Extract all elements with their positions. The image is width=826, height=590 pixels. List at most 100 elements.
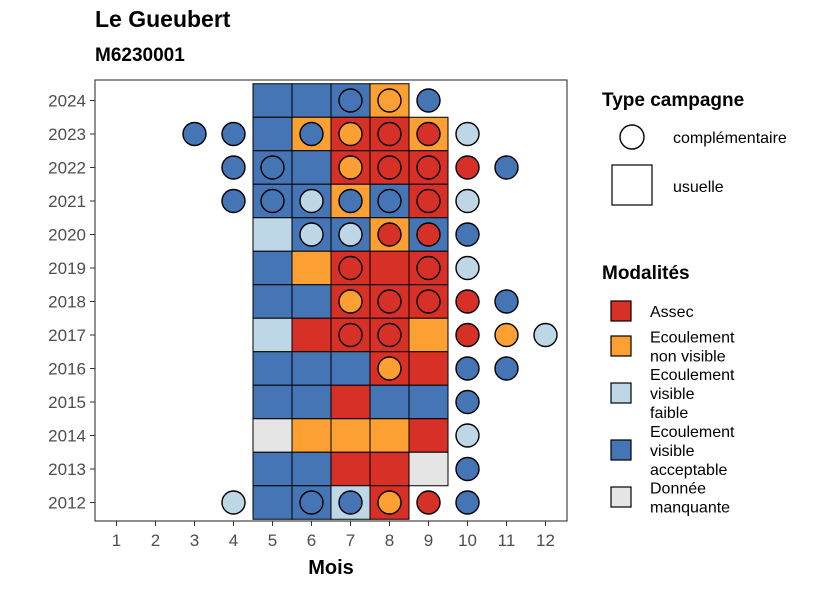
tile-2017-5 (252, 317, 293, 353)
tile-2019-6 (291, 250, 332, 286)
tile-2022-6 (291, 150, 332, 185)
point-2020-6 (299, 222, 324, 247)
legend-label-acceptable: visible (650, 443, 695, 460)
y-tick-label: 2012 (48, 494, 86, 513)
point-2024-8 (377, 88, 402, 113)
point-2022-10 (455, 155, 480, 180)
x-tick-label: 9 (424, 531, 433, 550)
point-2023-3 (182, 121, 207, 147)
tile-2013-6 (291, 451, 332, 487)
point-2013-10 (455, 456, 480, 482)
tile-2014-8 (369, 418, 410, 453)
legend-label-faible: Ecoulement (650, 367, 735, 384)
tile-2014-6 (291, 418, 332, 453)
point-2018-9 (416, 289, 441, 314)
x-tick-label: 10 (458, 531, 477, 550)
tile-2016-6 (291, 351, 332, 386)
tile-2020-5 (252, 217, 293, 252)
x-tick-label: 3 (190, 531, 199, 550)
y-tick-label: 2018 (48, 293, 86, 312)
point-2018-8 (377, 289, 402, 314)
tile-2015-9 (408, 384, 449, 420)
point-2022-11 (494, 155, 519, 180)
y-axis: 2012 2013 2014 2015 2016 2017 2018 2019 2020 2021… (48, 92, 95, 513)
legend-label-acceptable: acceptable (650, 462, 727, 479)
tile-2014-9 (408, 418, 449, 453)
point-2020-7 (338, 222, 363, 247)
point-2020-8 (377, 222, 402, 247)
legend-key-nonvisible (610, 335, 632, 357)
x-tick-label: 4 (229, 531, 238, 550)
point-2018-10 (455, 289, 480, 314)
panel-frame (94, 79, 568, 522)
point-2012-9 (416, 490, 441, 515)
legend-label-faible: faible (650, 405, 688, 422)
point-2021-7 (338, 188, 363, 214)
point-2020-10 (455, 222, 480, 247)
point-2018-11 (494, 289, 519, 314)
legend-label-nonvisible: Ecoulement (650, 330, 735, 347)
point-2017-8 (377, 322, 402, 348)
point-2012-10 (455, 490, 480, 515)
x-axis-title: Mois (308, 557, 354, 579)
chart-subtitle: M6230001 (95, 45, 185, 66)
point-2019-10 (455, 255, 480, 281)
point-2014-10 (455, 423, 480, 448)
y-tick-label: 2016 (48, 360, 86, 379)
point-2012-7 (338, 490, 363, 515)
point-2017-11 (494, 322, 519, 348)
point-2020-9 (416, 222, 441, 247)
y-tick-label: 2015 (48, 393, 86, 412)
y-tick-label: 2020 (48, 226, 86, 245)
point-2021-9 (416, 188, 441, 214)
tile-2015-5 (252, 384, 293, 420)
tile-2013-7 (330, 451, 371, 487)
point-2023-4 (221, 121, 246, 147)
legend-label-assec: Assec (650, 304, 694, 321)
x-tick-label: 6 (307, 531, 316, 550)
point-2012-4 (221, 490, 246, 515)
tile-2016-9 (408, 351, 449, 386)
tile-2014-5 (252, 418, 293, 453)
y-tick-label: 2019 (48, 259, 86, 278)
tile-2018-6 (291, 284, 332, 319)
x-tick-label: 8 (385, 531, 394, 550)
x-tick-label: 7 (346, 531, 355, 550)
legend-key-acceptable (610, 439, 632, 461)
point-2023-10 (455, 121, 480, 147)
x-axis: 1 2 3 4 5 6 7 8 9 10 11 12 (112, 521, 555, 550)
point-2022-9 (416, 155, 441, 180)
y-tick-label: 2014 (48, 427, 86, 446)
point-2023-6 (299, 121, 324, 147)
point-2022-8 (377, 155, 402, 180)
legend-label-acceptable: Ecoulement (650, 424, 735, 441)
point-2021-10 (455, 188, 480, 214)
tile-2024-5 (252, 83, 293, 118)
legend-key-usuelle (611, 164, 653, 206)
x-tick-label: 5 (268, 531, 277, 550)
tile-2016-5 (252, 351, 293, 386)
x-tick-label: 1 (112, 531, 121, 550)
tile-2017-6 (291, 317, 332, 353)
legend-title-modalites: Modalités (602, 263, 690, 284)
tile-2017-9 (408, 317, 449, 353)
tile-2015-8 (369, 384, 410, 420)
y-tick-label: 2013 (48, 460, 86, 479)
y-tick-label: 2021 (48, 192, 86, 211)
point-2017-7 (338, 322, 363, 348)
point-2021-8 (377, 188, 402, 214)
tile-2016-7 (330, 351, 371, 386)
point-2017-10 (455, 322, 480, 348)
tile-2013-9 (408, 451, 449, 487)
tile-2018-5 (252, 284, 293, 319)
point-2022-5 (260, 155, 285, 180)
tile-2019-8 (369, 250, 410, 286)
point-2023-9 (416, 121, 441, 147)
point-2017-12 (533, 322, 558, 348)
point-2023-8 (377, 121, 402, 147)
point-2018-7 (338, 289, 363, 314)
y-tick-label: 2023 (48, 125, 86, 144)
point-2012-8 (377, 490, 402, 515)
legend-key-complementaire (619, 124, 645, 150)
